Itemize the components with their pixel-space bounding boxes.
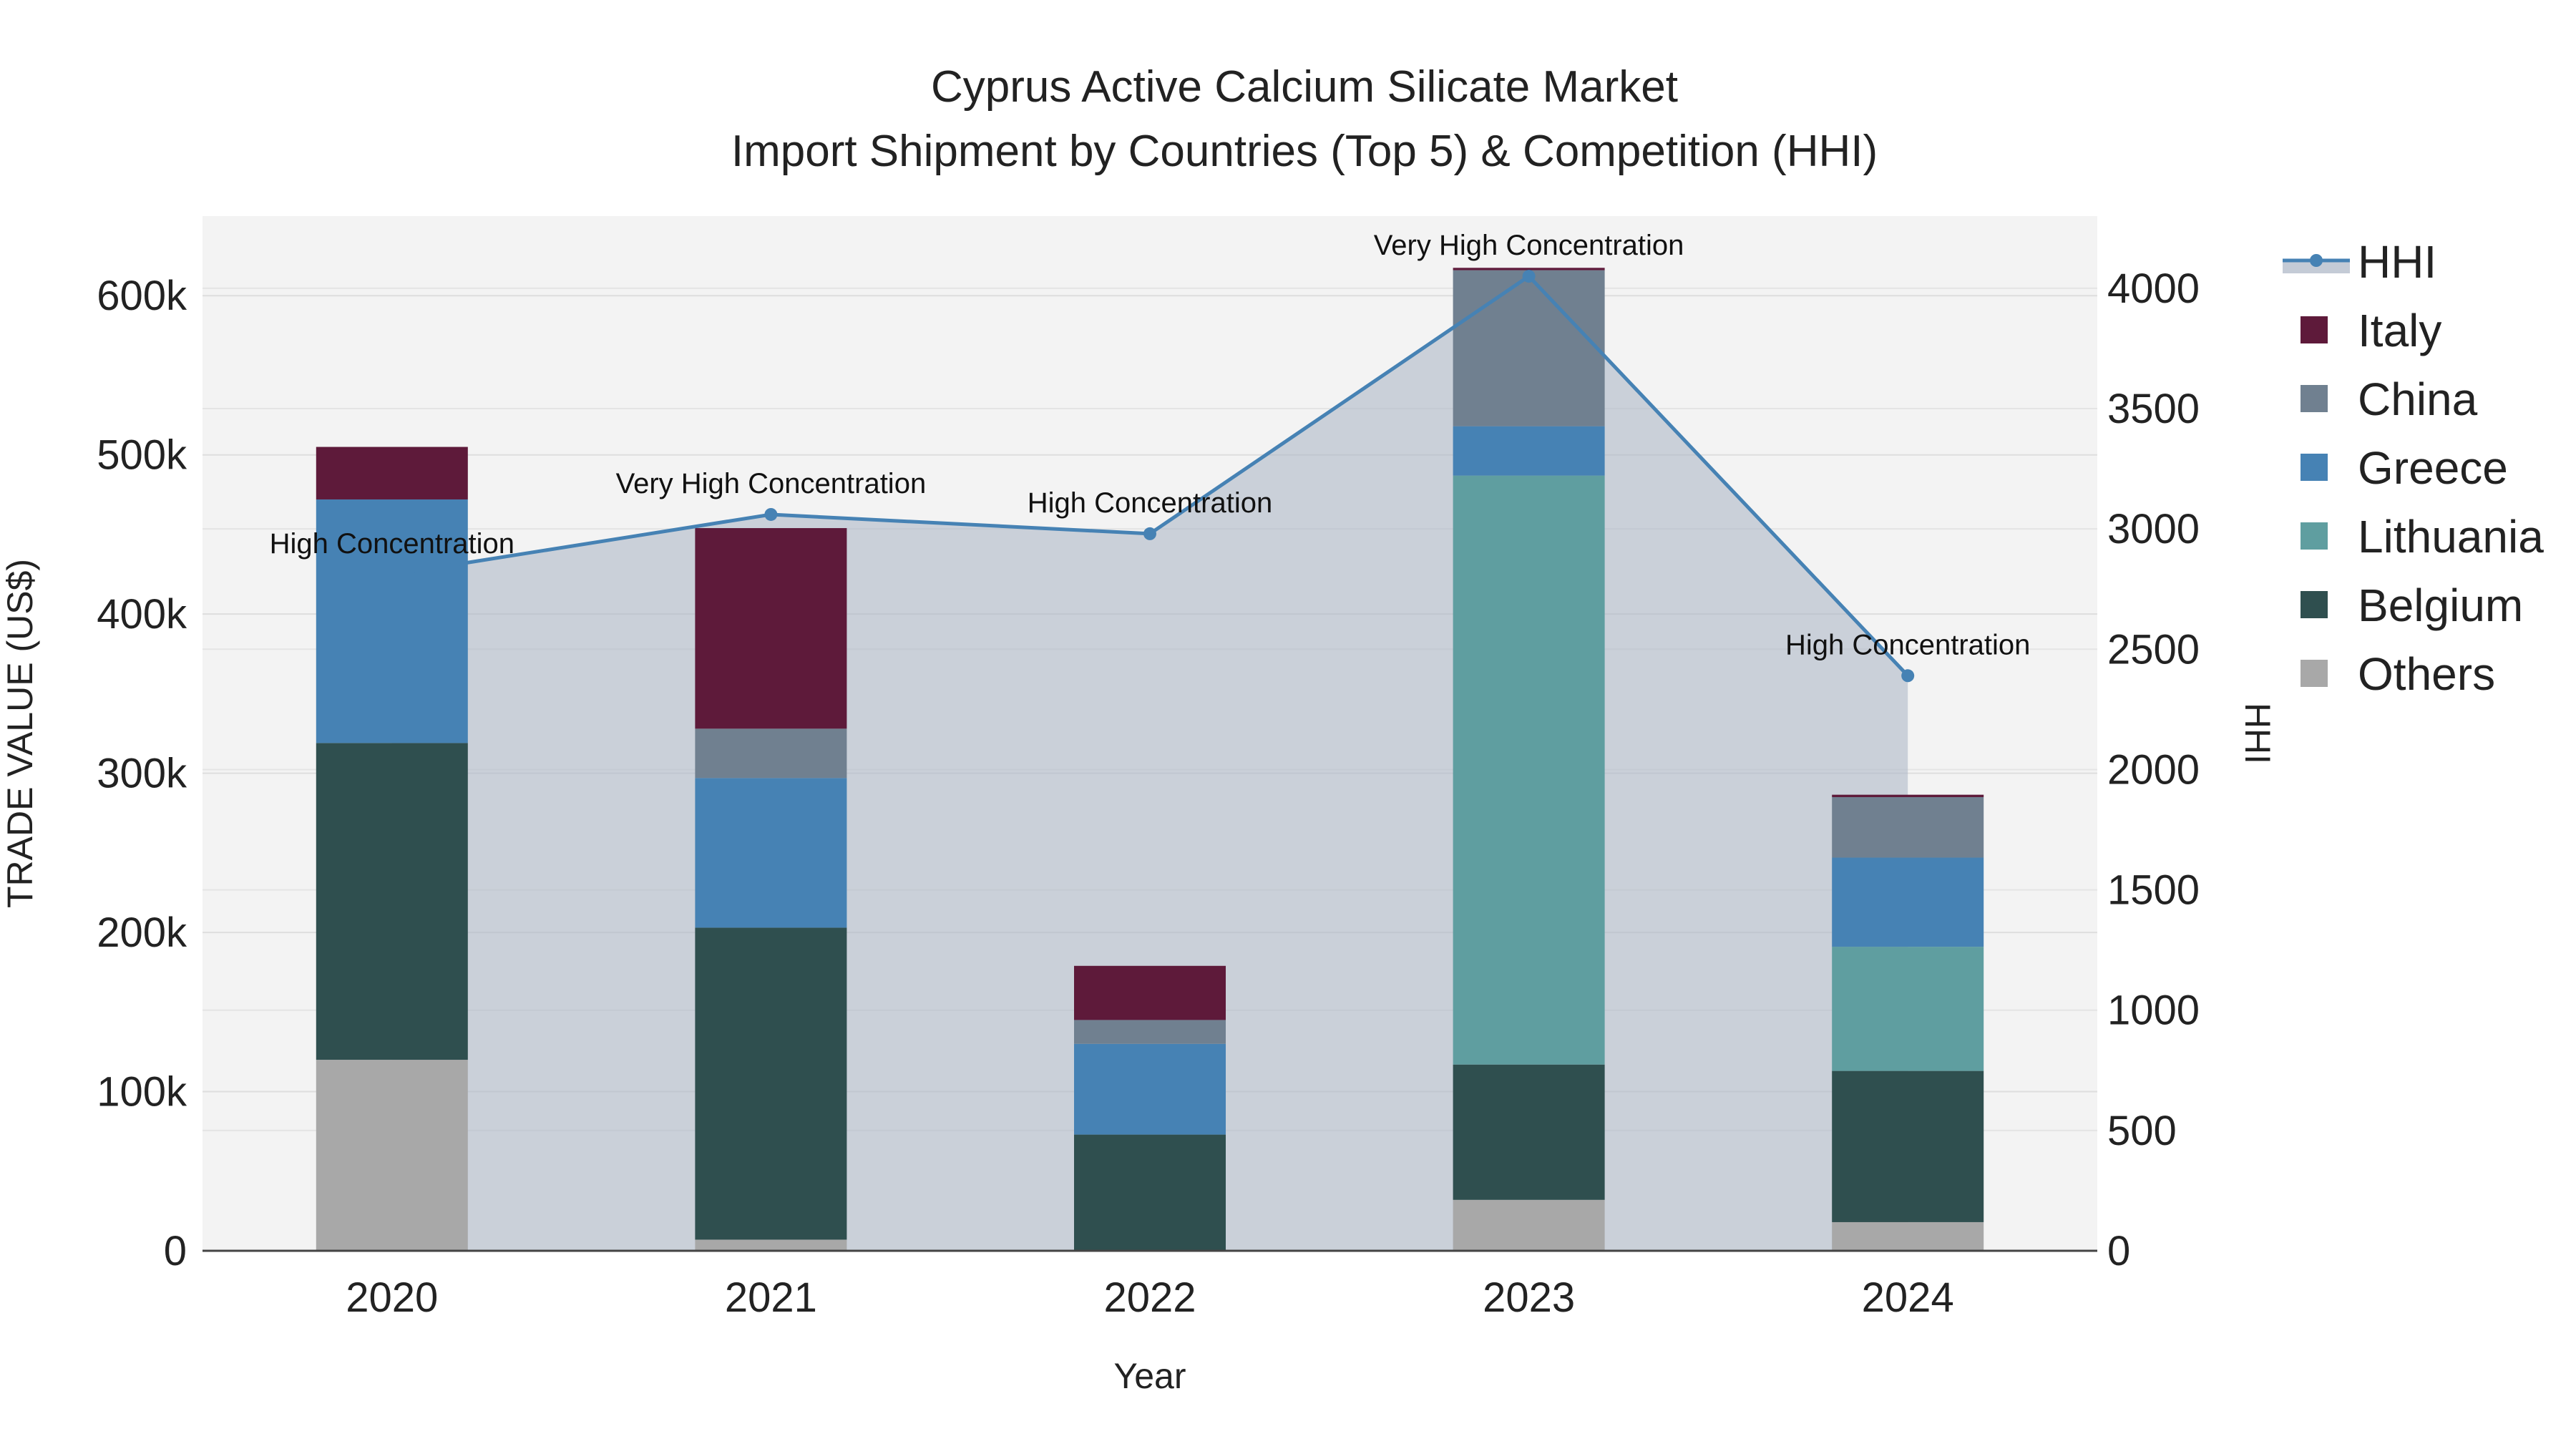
legend-label-lithuania: Lithuania (2358, 511, 2544, 562)
x-axis-title: Year (1113, 1356, 1186, 1396)
y2-tick-label: 2500 (2107, 626, 2200, 673)
hhi-label-2023: Very High Concentration (1374, 230, 1684, 261)
bar-china-2022 (1074, 1020, 1226, 1044)
legend-label-hhi: HHI (2358, 236, 2436, 288)
y2-tick-label: 1000 (2107, 987, 2200, 1034)
bar-greece-2020 (316, 499, 468, 743)
bar-italy-2023 (1453, 268, 1605, 270)
legend-swatch-belgium (2301, 591, 2328, 618)
bar-italy-2024 (1832, 794, 1984, 797)
bar-lithuania-2023 (1453, 475, 1605, 1065)
y-tick-label: 600k (97, 273, 187, 319)
y-tick-label: 0 (164, 1228, 187, 1274)
y2-tick-label: 1500 (2107, 867, 2200, 914)
bar-belgium-2024 (1832, 1070, 1984, 1222)
hhi-point-2024 (1901, 669, 1915, 683)
chart-title: Cyprus Active Calcium Silicate Market (931, 62, 1678, 112)
y2-tick-label: 500 (2107, 1108, 2177, 1154)
bar-others-2023 (1453, 1199, 1605, 1251)
bars (316, 268, 1984, 1251)
legend-swatch-others (2301, 660, 2328, 687)
bar-belgium-2020 (316, 743, 468, 1060)
hhi-point-2022 (1143, 527, 1156, 540)
chart-subtitle: Import Shipment by Countries (Top 5) & C… (731, 127, 1878, 176)
bar-china-2024 (1832, 796, 1984, 858)
y2-tick-label: 3500 (2107, 386, 2200, 432)
bar-greece-2024 (1832, 857, 1984, 947)
bar-others-2021 (695, 1239, 847, 1251)
y2-axis-title: HHI (2238, 703, 2278, 764)
legend-label-others: Others (2358, 648, 2495, 700)
bar-others-2020 (316, 1060, 468, 1251)
bar-greece-2023 (1453, 426, 1605, 476)
x-tick-label: 2024 (1862, 1274, 1954, 1321)
bar-belgium-2021 (695, 927, 847, 1240)
bar-italy-2021 (695, 528, 847, 729)
y2-tick-label: 0 (2107, 1228, 2130, 1274)
y2-tick-label: 4000 (2107, 265, 2200, 312)
y-axis-ticks: 0 100k 200k 300k 400k 500k 600k (97, 273, 187, 1274)
y2-tick-label: 3000 (2107, 506, 2200, 552)
legend-swatch-hhi-marker (2310, 254, 2323, 267)
x-tick-label: 2020 (346, 1274, 438, 1321)
bar-italy-2022 (1074, 965, 1226, 1020)
y-axis-title: TRADE VALUE (US$) (0, 559, 40, 908)
hhi-label-2021: Very High Concentration (616, 468, 927, 499)
y-tick-label: 300k (97, 751, 187, 797)
hhi-label-2024: High Concentration (1785, 629, 2030, 660)
bar-belgium-2023 (1453, 1064, 1605, 1200)
annotations: High Concentration Very High Concentratio… (270, 230, 2031, 660)
hhi-label-2022: High Concentration (1028, 487, 1272, 519)
legend-swatch-lithuania (2301, 522, 2328, 550)
legend-label-belgium: Belgium (2358, 580, 2523, 631)
y-tick-label: 200k (97, 909, 187, 956)
legend: HHI Italy China Greece Lithuania Belgium Other… (2283, 236, 2544, 700)
hhi-point-2020 (385, 568, 399, 582)
legend-swatch-china (2301, 385, 2328, 412)
bar-china-2023 (1453, 270, 1605, 426)
y2-tick-label: 2000 (2107, 746, 2200, 793)
x-axis-ticks: 2020 2021 2022 2023 2024 (346, 1274, 1953, 1321)
legend-label-china: China (2358, 374, 2478, 425)
hhi-label-2020: High Concentration (270, 528, 514, 560)
bar-lithuania-2024 (1832, 947, 1984, 1071)
bar-greece-2022 (1074, 1043, 1226, 1135)
bar-others-2024 (1832, 1221, 1984, 1251)
bar-china-2021 (695, 728, 847, 779)
legend-swatch-greece (2301, 454, 2328, 481)
legend-label-italy: Italy (2358, 305, 2441, 356)
y2-axis-ticks: 0 500 1000 1500 2000 2500 3000 3500 4000 (2107, 265, 2200, 1274)
y-tick-label: 400k (97, 591, 187, 638)
bar-belgium-2022 (1074, 1134, 1226, 1251)
legend-swatch-italy (2301, 316, 2328, 343)
bar-italy-2020 (316, 447, 468, 499)
x-tick-label: 2022 (1103, 1274, 1196, 1321)
x-tick-label: 2023 (1483, 1274, 1575, 1321)
bar-greece-2021 (695, 778, 847, 928)
legend-label-greece: Greece (2358, 442, 2508, 494)
hhi-point-2023 (1522, 270, 1536, 283)
y-tick-label: 100k (97, 1069, 187, 1116)
x-tick-label: 2021 (725, 1274, 817, 1321)
hhi-point-2021 (764, 507, 778, 521)
hhi-line (385, 270, 1915, 683)
y-tick-label: 500k (97, 432, 187, 479)
